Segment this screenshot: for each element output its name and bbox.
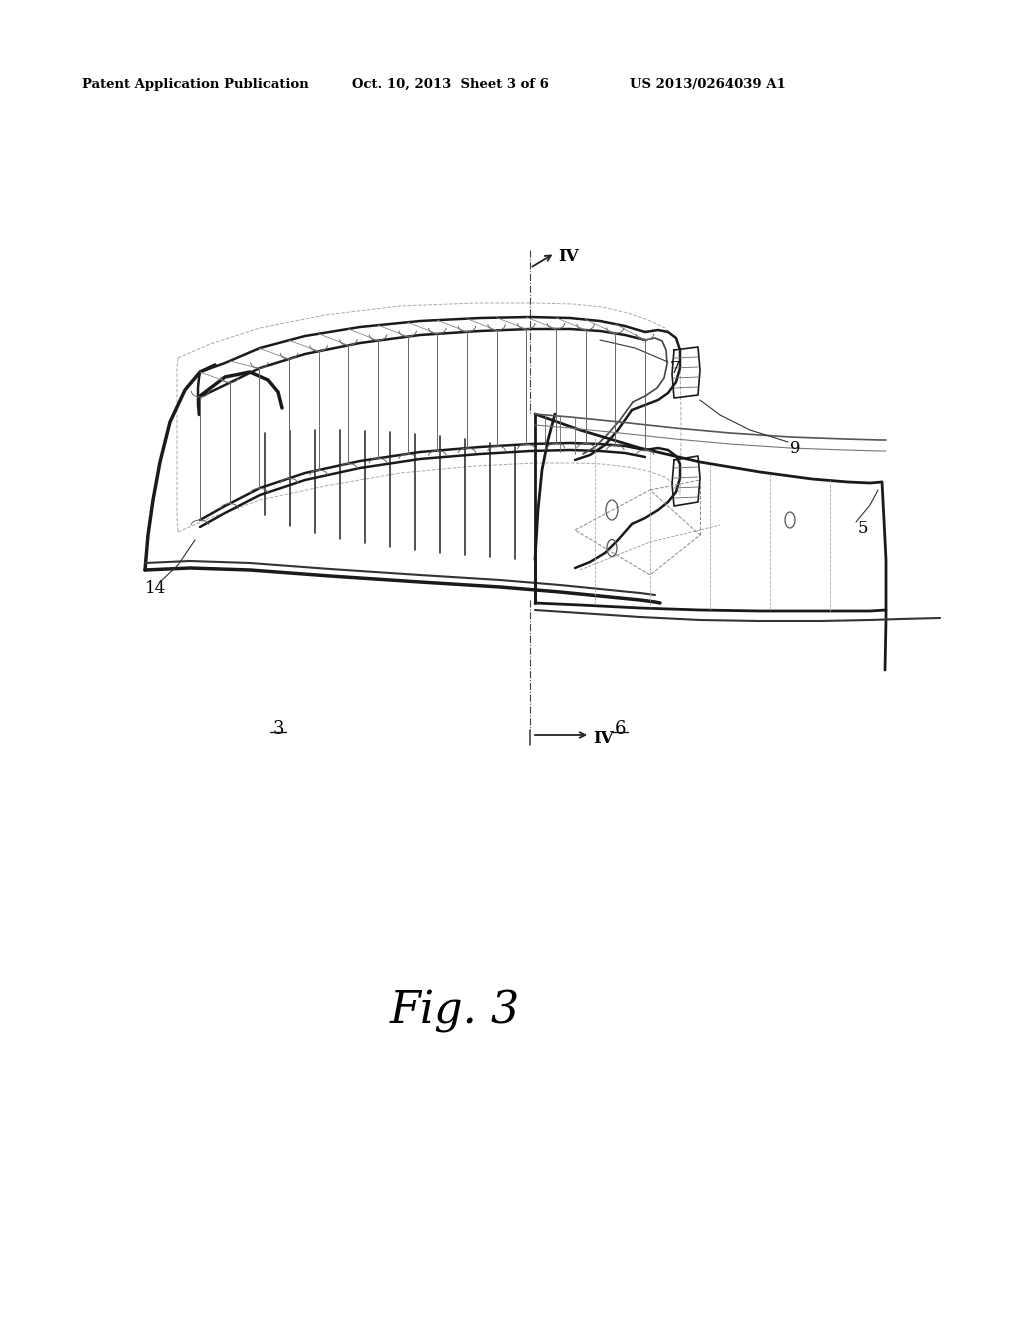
- Text: Oct. 10, 2013  Sheet 3 of 6: Oct. 10, 2013 Sheet 3 of 6: [352, 78, 549, 91]
- Text: 14: 14: [145, 579, 166, 597]
- Text: US 2013/0264039 A1: US 2013/0264039 A1: [630, 78, 785, 91]
- Text: IV: IV: [593, 730, 613, 747]
- Text: 5: 5: [858, 520, 868, 537]
- Text: IV: IV: [558, 248, 579, 265]
- Text: Fig. 3: Fig. 3: [390, 990, 520, 1034]
- Text: 6: 6: [614, 719, 626, 738]
- Text: 3: 3: [272, 719, 284, 738]
- Text: Patent Application Publication: Patent Application Publication: [82, 78, 309, 91]
- Text: 7: 7: [670, 360, 681, 378]
- Text: 9: 9: [790, 440, 801, 457]
